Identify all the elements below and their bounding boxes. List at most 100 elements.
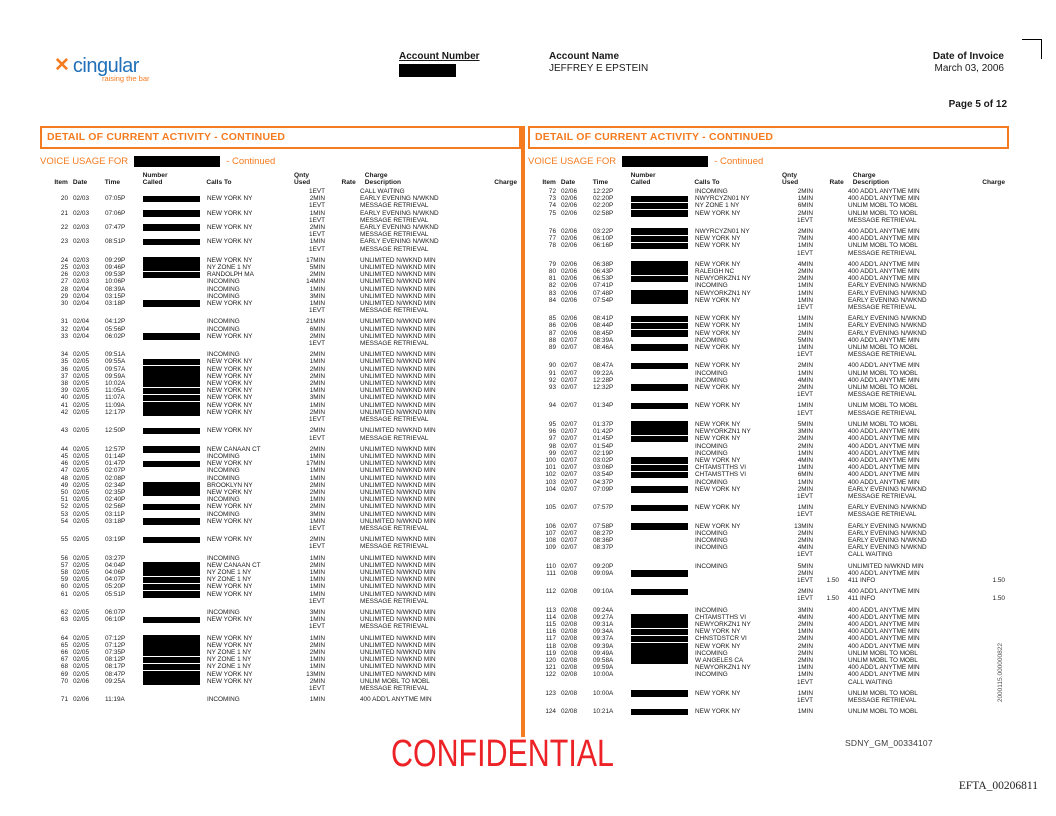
- cell-charge: [978, 384, 1009, 391]
- cell-qnty-used: 7MIN: [797, 235, 813, 243]
- cell-qnty-used: 1MIN: [309, 568, 325, 576]
- cell-date: 02/08: [561, 588, 577, 596]
- cell-charge: [490, 380, 521, 387]
- cell-charge-description: UNLIM MOBL TO MOBL: [848, 649, 918, 657]
- cell-rate: [325, 616, 351, 623]
- redacted-number-box: [143, 678, 200, 685]
- cell-item: [40, 598, 70, 605]
- cell-rate: [813, 384, 839, 391]
- cell-time: 08:44P: [593, 322, 614, 330]
- call-record-row: 57 02/05 04:04P NEW CANAAN CT 2MIN UNLIMITED …: [40, 562, 521, 569]
- header-date: Date: [560, 179, 576, 186]
- cell-number-called: [631, 275, 695, 283]
- cell-qnty-used: 1MIN: [309, 696, 325, 704]
- cell-item: 50: [60, 488, 68, 496]
- cell-number-called: [143, 210, 207, 217]
- cell-charge: [490, 366, 521, 373]
- cell-time: 01:34P: [593, 402, 614, 410]
- redacted-number-box: [631, 275, 688, 283]
- cell-date: [70, 543, 105, 550]
- cell-rate: [325, 453, 351, 460]
- cell-qnty-used: 2MIN: [797, 275, 813, 283]
- cell-rate: [325, 678, 351, 685]
- cell-number-called: [631, 268, 695, 276]
- cell-charge-description: 400 ADD'L ANYTME MIN: [848, 671, 920, 679]
- cell-charge-description: 400 ADD'L ANYTME MIN: [848, 235, 920, 243]
- cell-charge-description: 400 ADD'L ANYTME MIN: [848, 428, 920, 436]
- cell-time: 07:58P: [593, 522, 614, 530]
- cell-charge-description: MESSAGE RETRIEVAL: [360, 524, 429, 532]
- cell-charge: [490, 555, 521, 562]
- cell-number-called: [143, 435, 207, 442]
- cell-time: 09:57A: [105, 365, 126, 373]
- cell-number-called: [631, 708, 695, 716]
- call-record-continuation-row: 1EVT MESSAGE RETRIEVAL: [40, 685, 521, 692]
- cell-charge: [490, 238, 521, 245]
- cell-calls-to: INCOMING: [207, 452, 240, 460]
- cell-time: 06:43P: [593, 268, 614, 276]
- header-charge-description: Charge Description: [364, 172, 402, 186]
- cell-item: 54: [60, 517, 68, 525]
- cell-charge: [978, 643, 1009, 650]
- cell-rate: [813, 410, 839, 417]
- cell-item: 39: [60, 387, 68, 395]
- redacted-number-box: [143, 489, 200, 496]
- cell-date: 02/05: [73, 536, 89, 544]
- cell-time: 09:59A: [593, 664, 614, 672]
- cell-rate: [813, 664, 839, 671]
- cell-qnty-used: 1EVT: [309, 434, 325, 442]
- cell-rate: [325, 609, 351, 616]
- cell-charge-description: 400 ADD'L ANYTME MIN: [848, 268, 920, 276]
- cell-qnty-used: 1MIN: [309, 387, 325, 395]
- cell-charge-description: UNLIMITED N/WKND MIN: [360, 401, 436, 409]
- cell-qnty-used: 1MIN: [309, 467, 325, 475]
- call-record-row: 120 02/08 09:58A W ANGELES CA 2MIN UNLIM MOBL…: [528, 657, 1009, 664]
- cell-rate: [325, 340, 351, 347]
- cell-calls-to: INCOMING: [207, 278, 240, 286]
- cell-rate: [325, 278, 351, 285]
- cell-date: [558, 595, 593, 602]
- cell-rate: [813, 551, 839, 558]
- cell-item: 36: [60, 365, 68, 373]
- cell-calls-to: NEW YORK NY: [695, 242, 741, 250]
- cell-item: 66: [60, 648, 68, 656]
- cell-charge-description: EARLY EVENING N/WKND: [360, 238, 439, 246]
- cell-item: 105: [545, 504, 556, 512]
- cell-rate: [325, 202, 351, 209]
- cell-charge-description: UNLIMITED N/WKND MIN: [360, 332, 436, 340]
- cell-qnty-used: 1EVT: [797, 409, 813, 417]
- cell-number-called: [631, 330, 695, 337]
- cell-time: 03:18P: [105, 300, 126, 308]
- cell-qnty-used: 4MIN: [797, 456, 813, 464]
- cell-number-called: [631, 628, 695, 636]
- cell-date: 02/04: [73, 292, 89, 300]
- cell-calls-to: NEW YORK NY: [207, 488, 253, 496]
- cell-charge-description: UNLIMITED N/WKND MIN: [360, 670, 436, 678]
- cell-rate: [813, 635, 839, 642]
- call-record-row: 79 02/06 06:38P NEW YORK NY 4MIN 400 ADD'L AN…: [528, 261, 1009, 268]
- cell-rate: [325, 591, 351, 598]
- cell-charge: [978, 250, 1009, 257]
- cell-item: [40, 685, 70, 692]
- cell-charge-description: UNLIMITED N/WKND MIN: [360, 358, 436, 366]
- cell-charge: [490, 373, 521, 380]
- cell-qnty-used: 2MIN: [309, 372, 325, 380]
- cell-time: 08:27P: [593, 529, 614, 537]
- cell-time: 10:00A: [593, 671, 614, 679]
- cell-number-called: [631, 435, 695, 443]
- cell-number-called: [143, 663, 207, 671]
- cell-qnty-used: 2MIN: [309, 641, 325, 649]
- cell-charge: [490, 536, 521, 543]
- cell-rate: [813, 679, 839, 686]
- cell-date: 02/05: [73, 460, 89, 468]
- cell-calls-to: NEW YORK NY: [207, 401, 253, 409]
- cell-calls-to: CHTAMSTTHS VI: [695, 464, 747, 472]
- cell-charge: [978, 679, 1009, 686]
- cell-date: 02/04: [73, 325, 89, 333]
- cell-date: 02/05: [73, 608, 89, 616]
- call-record-continuation-row: 1EVT MESSAGE RETRIEVAL: [40, 307, 521, 314]
- cell-qnty-used: 2MIN: [309, 365, 325, 373]
- cell-rate: [325, 656, 351, 663]
- cell-rate: [813, 188, 839, 195]
- cell-charge: [978, 410, 1009, 417]
